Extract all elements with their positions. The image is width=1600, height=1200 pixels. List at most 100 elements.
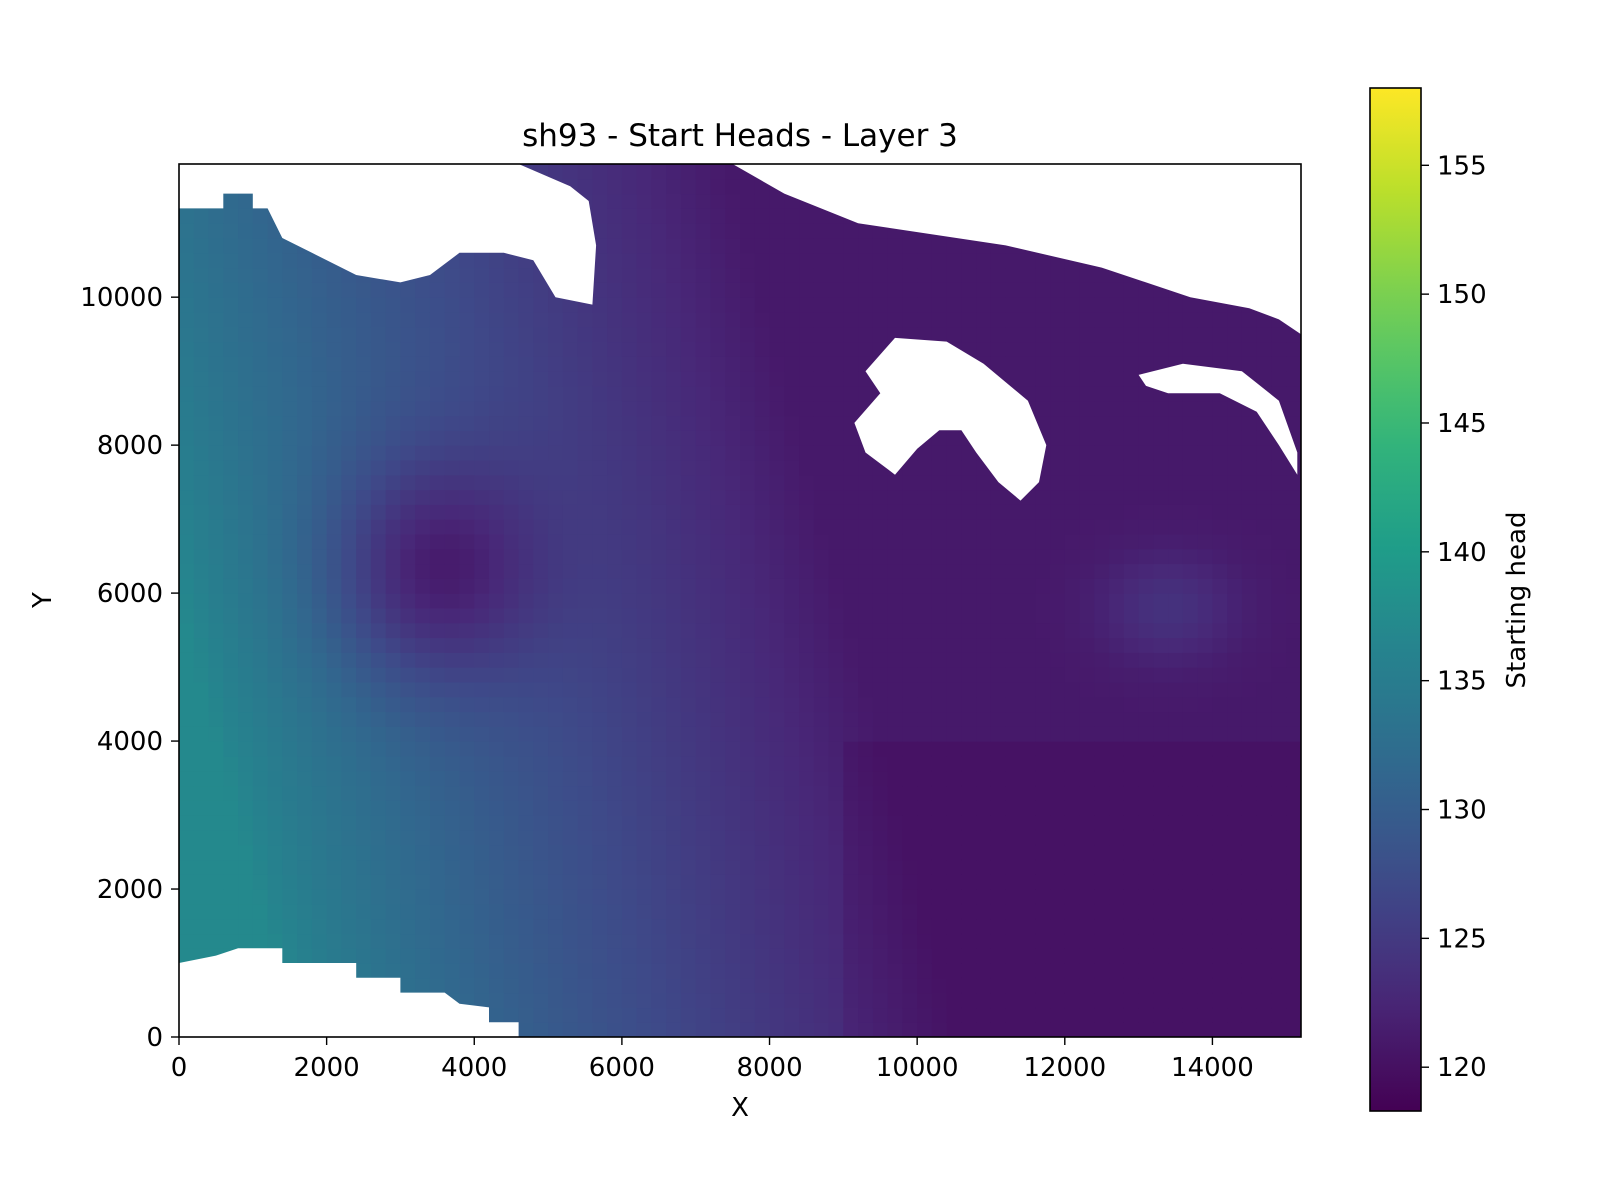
heatmap-cell [666,800,682,816]
heatmap-cell [1168,829,1184,846]
heatmap-cell [1064,341,1081,357]
heatmap-cell [548,415,564,431]
heatmap-cell [607,164,623,180]
heatmap-cell [326,800,342,816]
heatmap-cell [370,400,387,417]
heatmap-cell [1153,415,1169,431]
heatmap-cell [1197,918,1214,935]
heatmap-cell [1286,356,1301,372]
heatmap-cell [577,607,593,624]
heatmap-cell [1020,371,1036,387]
heatmap-cell [710,519,726,535]
heatmap-cell [1153,918,1169,935]
heatmap-cell [710,282,726,298]
heatmap-cell [489,918,505,935]
heatmap-cell [577,933,593,949]
heatmap-cell [518,874,534,890]
heatmap-cell [489,681,505,698]
heatmap-cell [1286,933,1301,949]
heatmap-cell [828,504,844,520]
heatmap-cell [518,1007,534,1023]
heatmap-cell [1064,844,1081,861]
heatmap-cell [946,548,963,565]
heatmap-cell [252,519,269,535]
heatmap-cell [1079,415,1095,431]
heatmap-cell [813,474,830,491]
heatmap-cell [872,563,889,579]
heatmap-cell [666,223,682,239]
heatmap-cell [636,977,653,994]
heatmap-cell [651,1007,667,1023]
heatmap-cell [311,829,328,846]
heatmap-cell [489,533,505,550]
heatmap-cell [946,474,963,491]
heatmap-cell [429,889,446,905]
heatmap-cell [489,844,505,861]
heatmap-cell [961,622,977,639]
heatmap-cell [311,859,328,875]
heatmap-cell [592,385,608,402]
heatmap-cell [444,829,461,846]
heatmap-cell [1079,977,1095,994]
heatmap-cell [695,755,712,772]
heatmap-cell [267,578,283,594]
heatmap-cell [1035,667,1051,683]
heatmap-cell [429,459,446,476]
heatmap-cell [754,282,771,298]
heatmap-cell [356,829,372,846]
heatmap-cell [238,548,254,565]
heatmap-cell [577,371,593,387]
heatmap-cell [813,726,830,742]
heatmap-cell [858,252,874,269]
heatmap-cell [887,252,903,269]
heatmap-cell [1227,933,1243,949]
plot-area [179,164,1301,1037]
heatmap-cell [1123,933,1140,949]
heatmap-cell [1197,474,1214,491]
heatmap-cell [400,933,416,949]
heatmap-cell [1168,770,1184,787]
heatmap-cell [990,933,1007,949]
heatmap-cell [1168,933,1184,949]
heatmap-cell [1020,341,1036,357]
heatmap-cell [990,889,1007,905]
heatmap-cell [385,622,402,639]
heatmap-cell [1123,311,1140,328]
heatmap-cell [356,800,372,816]
heatmap-cell [444,903,461,920]
heatmap-cell [769,193,785,209]
heatmap-cell [223,918,239,935]
heatmap-cell [946,637,963,653]
heatmap-cell [1168,400,1184,417]
heatmap-cell [872,533,889,550]
heatmap-cell [385,667,402,683]
heatmap-cell [341,711,357,727]
heatmap-cell [1168,297,1184,313]
heatmap-cell [946,489,963,505]
heatmap-cell [1168,548,1184,565]
heatmap-cell [1123,533,1140,550]
heatmap-cell [252,297,269,313]
heatmap-cell [503,311,520,328]
heatmap-cell [946,667,963,683]
heatmap-cell [1138,948,1154,964]
heatmap-cell [1212,726,1228,742]
heatmap-cell [1256,459,1273,476]
heatmap-cell [740,341,756,357]
heatmap-cell [1020,963,1036,979]
heatmap-cell [858,726,874,742]
heatmap-cell [843,563,859,579]
heatmap-cell [1138,889,1154,905]
heatmap-cell [1271,948,1287,964]
heatmap-cell [799,711,815,727]
heatmap-cell [740,963,756,979]
heatmap-cell [1005,859,1022,875]
heatmap-cell [843,459,859,476]
heatmap-cell [784,741,800,757]
heatmap-cell [1020,711,1036,727]
heatmap-cell [341,637,357,653]
heatmap-cell [1241,992,1258,1009]
heatmap-cell [592,963,608,979]
heatmap-cell [179,311,195,328]
heatmap-cell [1227,474,1243,491]
